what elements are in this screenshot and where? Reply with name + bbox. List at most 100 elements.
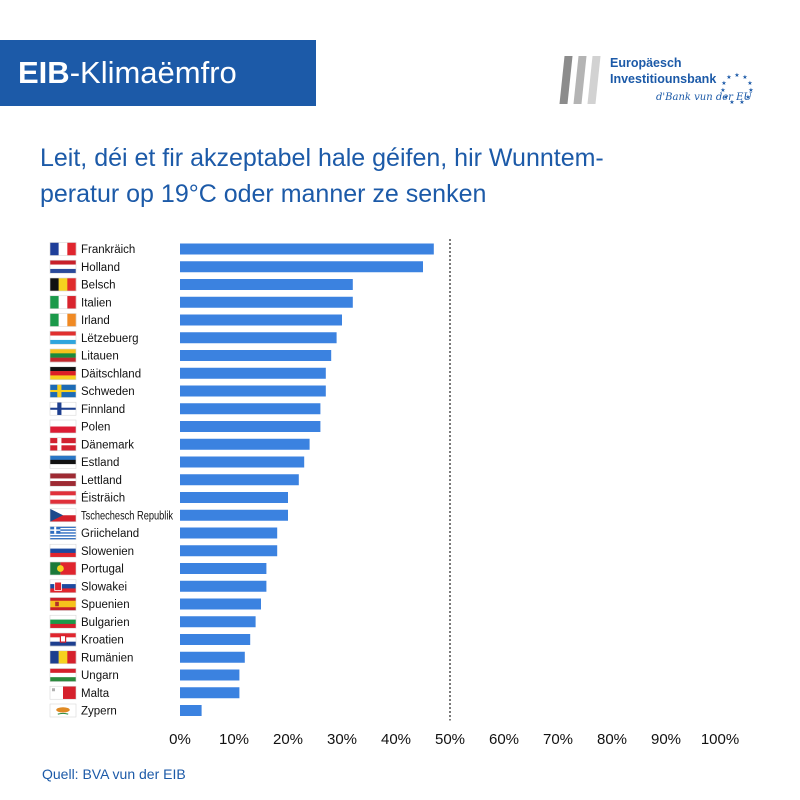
flag-stripe xyxy=(50,499,76,505)
bar xyxy=(180,332,337,344)
bar xyxy=(180,243,434,255)
flag-stripe xyxy=(50,529,76,531)
flag-stripe xyxy=(50,579,76,585)
flag-emblem xyxy=(55,601,59,607)
flag-stripe xyxy=(50,623,76,629)
greece-flag-icon xyxy=(49,526,77,540)
flag-stripe xyxy=(67,278,77,291)
flag-border xyxy=(49,348,77,363)
header-banner: EIB-Klimaëmfro xyxy=(0,40,316,106)
bar xyxy=(180,634,251,645)
poland-flag-icon xyxy=(49,419,77,434)
flag-stripe xyxy=(58,242,68,256)
flag-stripe xyxy=(50,548,76,554)
bar xyxy=(180,669,240,681)
flag-border xyxy=(49,561,77,576)
flag-emblem xyxy=(57,712,69,715)
country-label: Bulgarien xyxy=(81,617,130,629)
flag-border xyxy=(49,579,77,594)
flag-border xyxy=(49,490,77,505)
bar xyxy=(180,474,299,486)
flag-stripe xyxy=(50,375,76,380)
bar xyxy=(180,296,353,308)
malta-flag-icon xyxy=(49,685,77,700)
flag-emblem xyxy=(59,635,67,643)
flag-border xyxy=(49,632,77,647)
flag-stripe xyxy=(67,650,77,664)
country-label: Litauen xyxy=(81,351,119,363)
flag-border xyxy=(49,650,77,665)
flag-stripe xyxy=(58,295,68,309)
svg-text:★: ★ xyxy=(734,72,739,79)
svg-text:★: ★ xyxy=(721,80,726,87)
bar xyxy=(180,527,278,539)
country-label: Lëtzebuerg xyxy=(81,333,139,345)
ireland-flag-icon xyxy=(49,313,77,327)
flag-stripe xyxy=(50,532,76,534)
country-label: Däitschland xyxy=(81,368,141,380)
flag-border xyxy=(49,668,77,682)
bar xyxy=(180,687,240,699)
country-label: Spuenien xyxy=(81,599,130,611)
country-label: Portugal xyxy=(81,564,124,576)
country-label: Schweden xyxy=(81,386,135,398)
spain-flag-icon xyxy=(49,597,77,611)
flag-stripe xyxy=(50,371,76,376)
flag-stripe xyxy=(50,459,76,465)
x-tick-label: 100% xyxy=(701,731,739,748)
flag-border xyxy=(49,330,77,345)
country-label: Dänemark xyxy=(81,439,134,451)
x-tick-label: 10% xyxy=(219,731,249,748)
logo-name-line2: Investitiounsbank xyxy=(610,72,717,86)
flag-stripe xyxy=(50,533,76,536)
flag-border xyxy=(49,703,77,718)
x-tick-label: 0% xyxy=(169,731,191,748)
flag-stripe xyxy=(50,615,76,620)
flag-stripe xyxy=(50,668,76,674)
svg-text:★: ★ xyxy=(729,99,734,106)
x-tick-label: 90% xyxy=(651,731,681,748)
x-tick-label: 50% xyxy=(435,731,465,748)
austria-flag-icon xyxy=(49,490,77,505)
flag-border xyxy=(49,472,77,487)
flag-stripe xyxy=(58,278,68,291)
flag-border xyxy=(49,419,77,434)
flag-border xyxy=(49,455,77,469)
flag-border xyxy=(49,508,77,523)
flag-stripe xyxy=(58,313,68,327)
svg-text:★: ★ xyxy=(726,74,731,81)
flag-stripe xyxy=(50,584,76,589)
svg-text:★: ★ xyxy=(723,94,728,101)
denmark-flag-icon xyxy=(49,437,77,452)
country-label: Slowenien xyxy=(81,546,134,558)
bar xyxy=(180,261,423,273)
germany-flag-icon xyxy=(49,366,77,381)
flag-border xyxy=(49,259,77,274)
flag-stripe xyxy=(50,242,59,256)
x-tick-label: 20% xyxy=(273,731,303,748)
flag-cross xyxy=(50,389,76,393)
bar xyxy=(180,492,288,503)
france-flag-icon xyxy=(49,242,77,256)
banner-title: -Klimaëmfro xyxy=(69,55,237,90)
flag-triangle xyxy=(50,508,63,522)
flag-stripe xyxy=(50,260,76,265)
romania-flag-icon xyxy=(49,650,77,665)
flag-stripe xyxy=(50,349,76,354)
country-label: Malta xyxy=(81,688,110,700)
bar xyxy=(180,651,245,663)
flag-border xyxy=(49,685,77,700)
slovakia-flag-icon xyxy=(49,579,77,594)
finland-flag-icon xyxy=(49,401,77,416)
flag-stripe xyxy=(50,562,61,575)
banner-brand: EIB xyxy=(18,55,70,90)
flag-stripe xyxy=(50,339,76,345)
flag-stripe xyxy=(50,588,76,593)
logo-bar-icon xyxy=(559,56,573,104)
country-label: Holland xyxy=(81,262,120,274)
bulgaria-flag-icon xyxy=(49,614,77,629)
flag-stripe xyxy=(50,268,76,274)
flag-stripe xyxy=(50,495,76,500)
x-tick-label: 30% xyxy=(327,731,357,748)
flag-stripe xyxy=(60,562,76,575)
